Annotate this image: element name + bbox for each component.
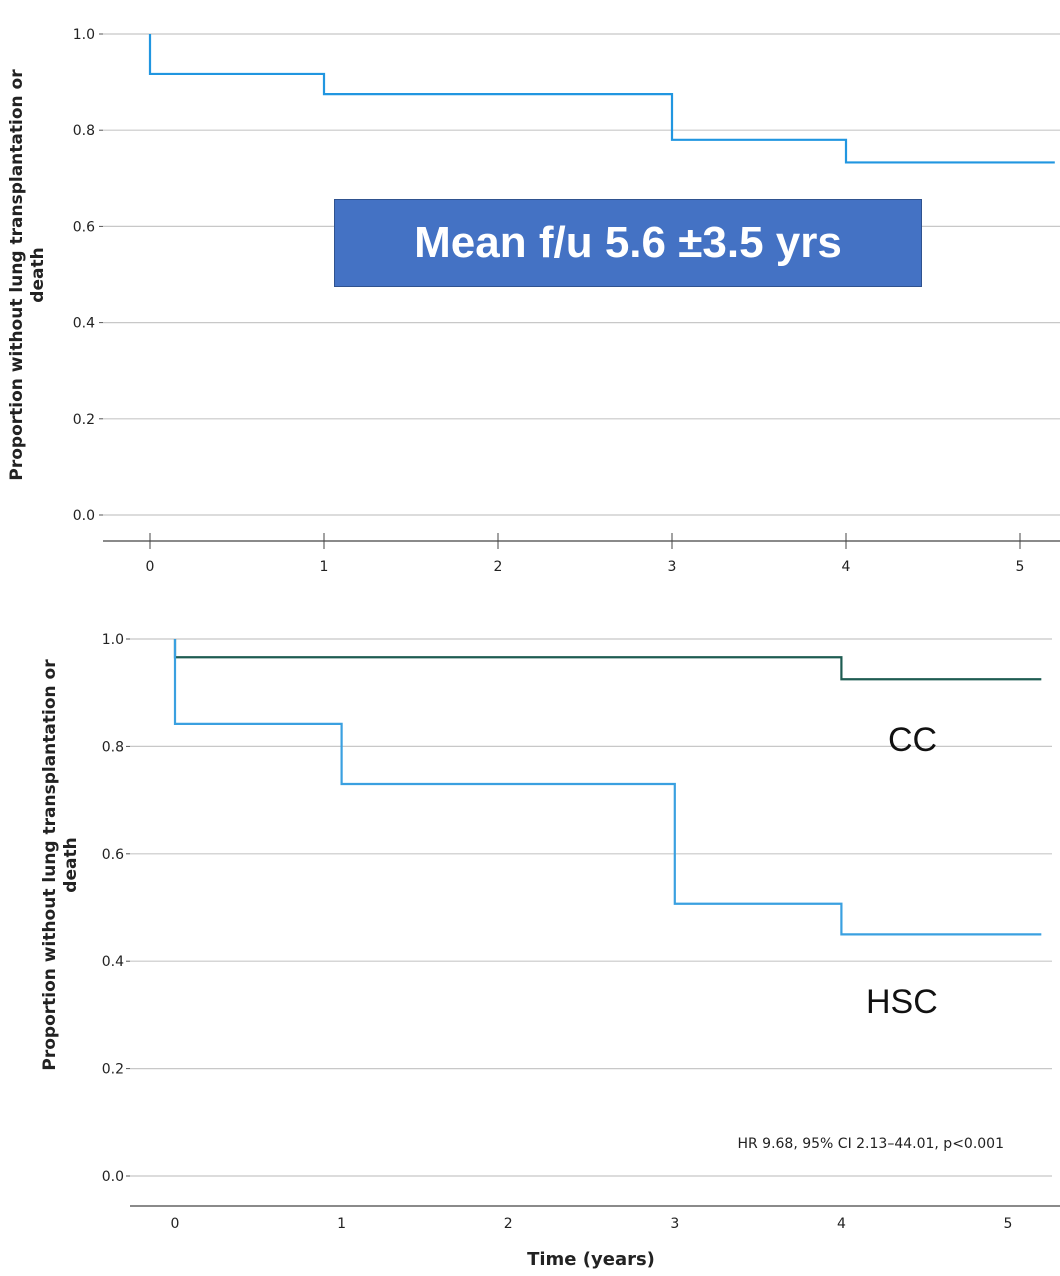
x-tick-label: 5 [1004,1216,1013,1232]
y-axis-label-line2: death [28,247,48,302]
y-tick-label: 0.4 [73,316,95,332]
chart-panel-2: 0.0 0.2 0.4 0.6 0.8 1.0 0 1 2 3 4 5 Proportion witho… [40,632,1060,1270]
y-axis-label: Proportion without lung transplantation … [7,69,27,481]
survival-curve-hsc [173,639,1042,936]
mean-followup-text: Mean f/u 5.6 ±3.5 yrs [414,218,842,267]
x-tick-label: 1 [337,1216,346,1232]
y-tick-label: 0.2 [73,412,95,428]
series-label-hsc: HSC [866,983,938,1021]
y-tick-label: 1.0 [102,632,124,648]
x-tick-label: 1 [320,559,329,575]
survival-curve-series-1 [148,34,1055,164]
survival-curve-cc [173,639,1042,681]
x-tick-label: 2 [504,1216,513,1232]
x-tick-label: 3 [670,1216,679,1232]
series-label-cc: CC [888,721,937,759]
y-tick-label: 0.6 [102,847,124,863]
y-tick-label: 0.0 [73,508,95,524]
y-axis-label-line2: death [61,837,81,892]
chart-panel-1: 0.0 0.2 0.4 0.6 0.8 1.0 0 1 2 3 4 5 Proportion witho… [7,27,1060,575]
x-axis-label: Time (years) [527,1249,655,1270]
y-tick-label: 0.2 [102,1062,124,1078]
mean-followup-banner: Mean f/u 5.6 ±3.5 yrs [334,199,922,287]
hazard-ratio-annotation: HR 9.68, 95% CI 2.13–44.01, p<0.001 [737,1136,1004,1152]
x-tick-label: 2 [494,559,503,575]
y-tick-label: 0.0 [102,1169,124,1185]
y-axis-label: Proportion without lung transplantation … [40,659,60,1071]
x-tick-label: 4 [842,559,851,575]
y-tick-label: 0.4 [102,954,124,970]
x-tick-label: 3 [668,559,677,575]
y-tick-label: 0.8 [73,123,95,139]
y-tick-label: 0.8 [102,739,124,755]
x-tick-label: 0 [146,559,155,575]
y-tick-label: 0.6 [73,219,95,235]
x-tick-label: 5 [1016,559,1025,575]
x-tick-label: 0 [171,1216,180,1232]
y-tick-label: 1.0 [73,27,95,43]
x-tick-label: 4 [837,1216,846,1232]
